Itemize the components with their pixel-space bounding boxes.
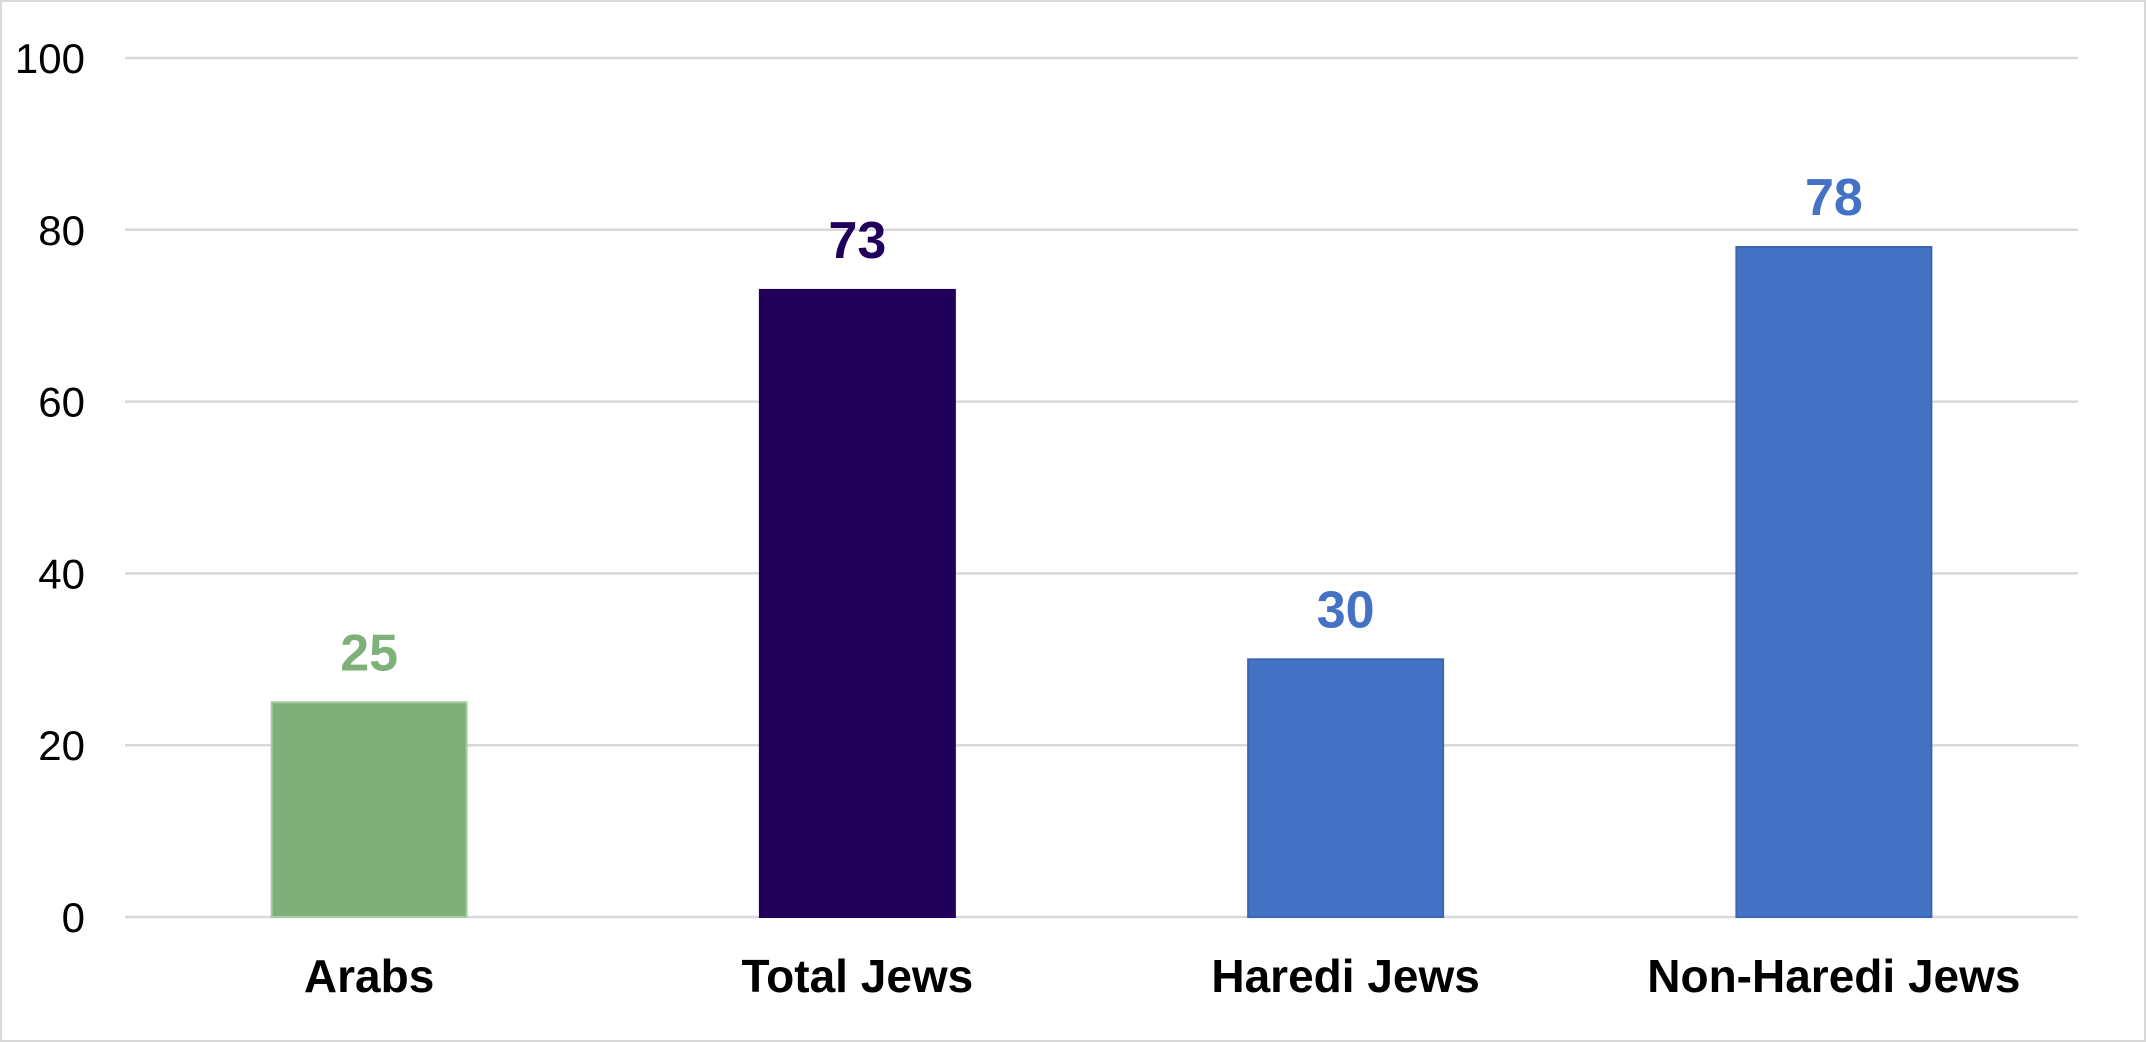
y-tick-label: 80 [38,207,85,254]
bar [270,701,468,918]
y-tick-label: 0 [62,894,85,941]
bar [758,288,956,918]
y-tick-label: 100 [15,35,85,82]
y-tick-label: 40 [38,550,85,597]
data-label: 25 [340,624,398,682]
x-axis: Arabs Total Jews Haredi Jews Non-Haredi Jew… [304,950,2021,1002]
bar [1735,245,1933,919]
bars [270,245,1933,919]
x-tick-label: Haredi Jews [1211,950,1479,1002]
y-axis: 0 20 40 60 80 100 [15,35,85,941]
x-tick-label: Arabs [304,950,434,1002]
data-label: 30 [1317,581,1375,639]
data-label: 78 [1805,169,1863,227]
y-tick-label: 60 [38,379,85,426]
data-labels: 25 73 30 78 [340,169,1863,682]
x-tick-label: Non-Haredi Jews [1647,950,2020,1002]
x-tick-label: Total Jews [741,950,973,1002]
data-label: 73 [828,212,886,270]
bar [1247,658,1445,918]
y-tick-label: 20 [38,722,85,769]
